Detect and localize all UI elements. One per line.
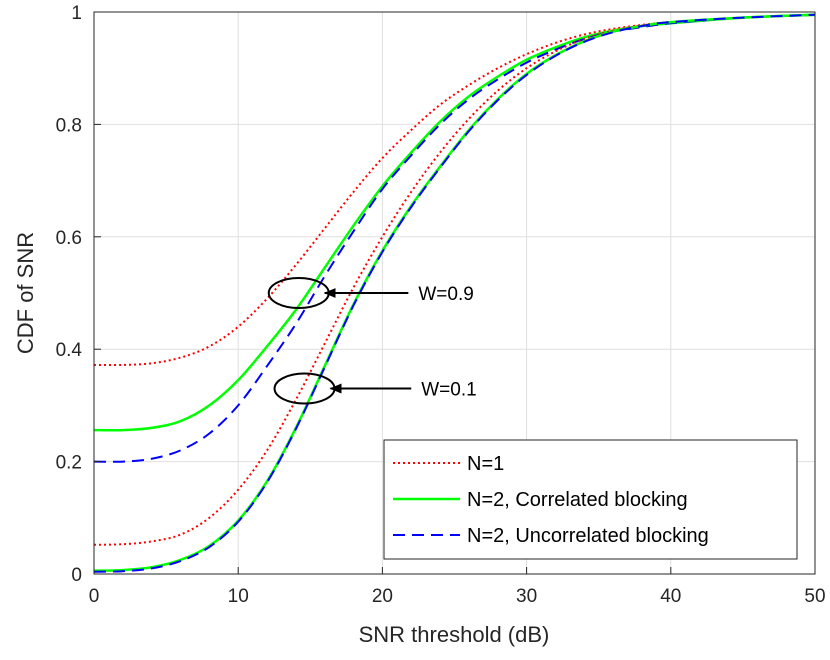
axes-box: [93, 11, 816, 575]
y-tick-label: 0.4: [56, 340, 83, 361]
y-tick-label: 0: [71, 565, 82, 586]
y-tick-label: 1: [71, 3, 82, 24]
ticks: 0 10 20 30 40 50 0 0.2 0.4 0.6 0.8 1: [56, 3, 826, 607]
series-line-n-1-w09: [93, 13, 816, 367]
x-tick-label: 30: [516, 586, 537, 607]
annotation-label: W=0.9: [418, 284, 473, 305]
x-tick-label: 10: [228, 586, 249, 607]
legend-label-n1: N=1: [467, 453, 504, 475]
x-tick-label: 20: [372, 586, 393, 607]
y-tick-label: 0.6: [56, 228, 82, 249]
legend-label-uncorrelated: N=2, Uncorrelated blocking: [467, 525, 709, 547]
annotation-label: W=0.1: [421, 380, 476, 401]
x-tick-label: 50: [804, 586, 825, 607]
x-axis-label: SNR threshold (dB): [359, 622, 550, 647]
x-tick-label: 40: [660, 586, 681, 607]
series-line-n-2-uncorrelated-blocking-w01: [93, 13, 816, 573]
y-tick-label: 0.8: [56, 115, 82, 136]
legend-label-correlated: N=2, Correlated blocking: [467, 489, 688, 511]
annotations: W=0.9 W=0.1: [267, 277, 477, 405]
legend: N=1 N=2, Correlated blocking N=2, Uncorr…: [383, 439, 798, 560]
series-line-n-2-uncorrelated-blocking-w09: [93, 13, 816, 463]
series-group: [93, 13, 816, 573]
x-tick-label: 0: [89, 586, 100, 607]
y-tick-label: 0.2: [56, 453, 82, 474]
y-axis-label: CDF of SNR: [13, 232, 38, 354]
